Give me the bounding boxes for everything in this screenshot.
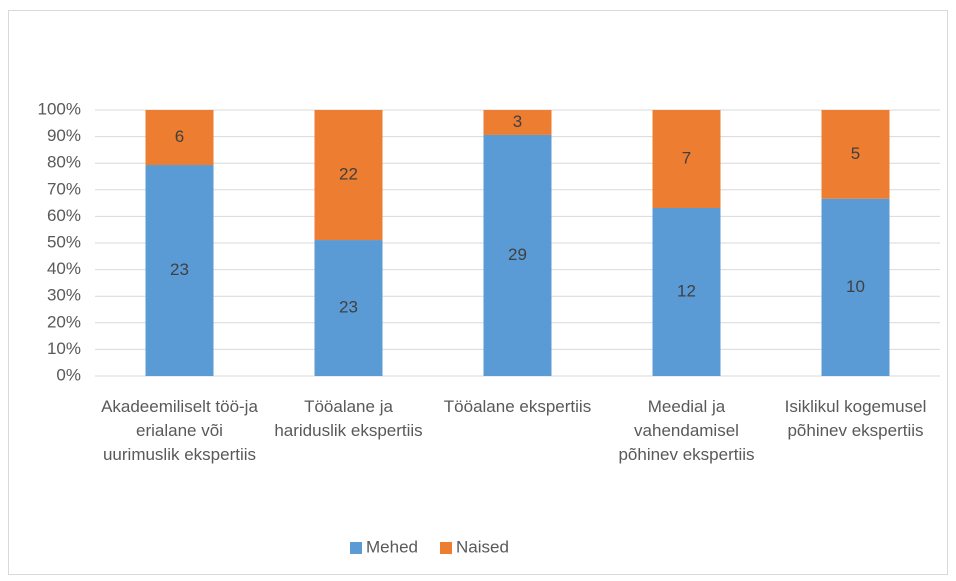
bar-segment bbox=[145, 165, 214, 376]
x-tick-label: Akadeemiliselt töö-ja erialane või uurim… bbox=[101, 397, 258, 464]
x-tick-label: Tööalane ja hariduslik ekspertiis bbox=[274, 397, 423, 440]
data-label: 22 bbox=[339, 165, 358, 184]
x-tick-label: Meedial ja vahendamisel põhinev eksperti… bbox=[618, 397, 755, 464]
legend-label: Naised bbox=[456, 537, 509, 556]
y-tick-label: 30% bbox=[47, 286, 81, 305]
y-tick-label: 20% bbox=[47, 312, 81, 331]
bar-segment bbox=[145, 110, 214, 166]
y-tick-label: 90% bbox=[47, 126, 81, 145]
bar-segment bbox=[652, 110, 721, 208]
data-label: 23 bbox=[339, 298, 358, 317]
data-label: 12 bbox=[677, 281, 696, 300]
data-label: 7 bbox=[682, 148, 691, 167]
bar-segment bbox=[652, 208, 721, 376]
y-tick-label: 0% bbox=[56, 365, 81, 384]
data-label: 29 bbox=[508, 245, 527, 264]
data-label: 3 bbox=[513, 112, 522, 131]
y-tick-label: 10% bbox=[47, 339, 81, 358]
legend-swatch bbox=[350, 542, 362, 554]
bar-segment bbox=[314, 240, 383, 376]
bar-segment bbox=[821, 198, 890, 376]
y-tick-label: 80% bbox=[47, 153, 81, 172]
x-tick-label: Isiklikul kogemusel põhinev ekspertiis bbox=[784, 397, 927, 440]
y-tick-label: 70% bbox=[47, 179, 81, 198]
data-label: 23 bbox=[170, 260, 189, 279]
data-label: 10 bbox=[846, 277, 865, 296]
y-tick-label: 60% bbox=[47, 206, 81, 225]
y-tick-label: 100% bbox=[38, 99, 81, 118]
legend-label: Mehed bbox=[366, 537, 418, 556]
bar-segment bbox=[314, 110, 383, 241]
x-tick-label: Tööalane ekspertiis bbox=[443, 397, 592, 416]
data-label: 5 bbox=[851, 144, 860, 163]
y-tick-label: 50% bbox=[47, 232, 81, 251]
bar-segment bbox=[821, 110, 890, 199]
bar-segment bbox=[483, 134, 552, 376]
bar-segment bbox=[483, 110, 552, 135]
y-tick-label: 40% bbox=[47, 259, 81, 278]
legend-swatch bbox=[439, 542, 452, 554]
data-label: 6 bbox=[175, 127, 184, 146]
